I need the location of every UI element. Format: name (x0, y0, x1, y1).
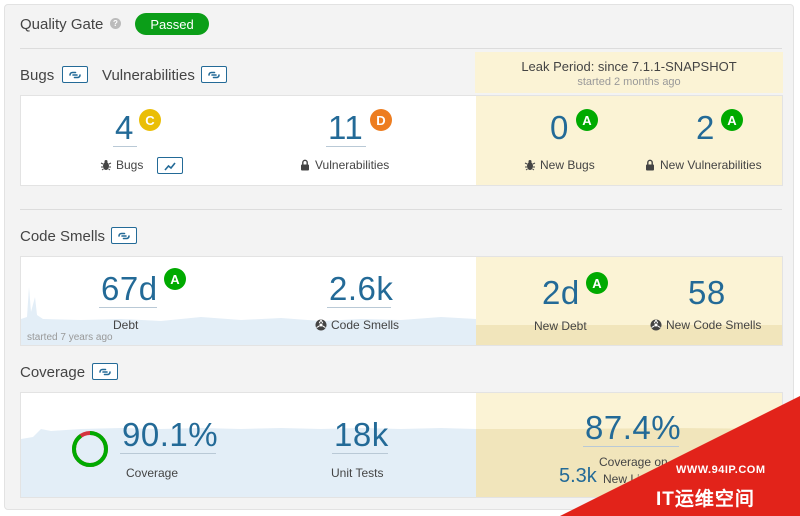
bugs-section-title: Bugs (20, 67, 55, 84)
debt-rating-badge[interactable]: A (164, 268, 186, 290)
code-smells-value[interactable]: 2.6k (329, 270, 394, 307)
leak-period-header: Leak Period: since 7.1.1-SNAPSHOT starte… (475, 52, 783, 93)
vulnerabilities-section-title: Vulnerabilities (102, 67, 195, 84)
lock-icon (646, 159, 654, 171)
overview-frame: Quality Gate ? Passed Bugs Vulnerabiliti… (4, 4, 794, 510)
coverage-history-area (21, 428, 476, 497)
watermark-ribbon (560, 396, 800, 516)
coverage-donut-chart[interactable] (70, 429, 110, 469)
value-underline (99, 307, 157, 308)
new-coverage-value[interactable]: 87.4% (585, 409, 682, 446)
coverage-donut-covered (72, 431, 108, 467)
value-underline (113, 146, 137, 147)
debt-value[interactable]: 67d (101, 270, 158, 307)
coverage-label: Coverage (126, 466, 179, 480)
vulnerabilities-value[interactable]: 11 (328, 109, 364, 146)
bugs-chart-icon[interactable] (157, 157, 183, 174)
bug-icon (100, 160, 112, 171)
bugs-vulnerabilities-panel: 4 C Bugs 11 D Vulnerabilities 0 A New Bu… (20, 95, 783, 186)
code-smell-icon (315, 319, 327, 331)
watermark-url: WWW.94IP.COM (676, 464, 766, 476)
new-bugs-value[interactable]: 0 (550, 109, 569, 146)
new-vulnerabilities-rating-badge[interactable]: A (721, 109, 743, 131)
vulnerabilities-link-icon[interactable] (201, 66, 227, 83)
new-bugs-label: New Bugs (540, 158, 595, 172)
debt-history-started: started 7 years ago (27, 332, 113, 343)
bugs-label-row: Bugs (100, 158, 143, 172)
debt-label: Debt (113, 318, 139, 332)
unit-tests-value[interactable]: 18k (334, 416, 389, 453)
new-vulnerabilities-label: New Vulnerabilities (660, 158, 762, 172)
new-code-smells-label: New Code Smells (666, 318, 762, 332)
debt-history-area (21, 287, 476, 345)
leak-period-started: started 2 months ago (577, 76, 681, 88)
divider (20, 48, 782, 49)
code-smells-label-row: Code Smells (315, 318, 399, 332)
bugs-value[interactable]: 4 (115, 109, 134, 146)
leak-period-title: Leak Period: since 7.1.1-SNAPSHOT (521, 59, 737, 74)
new-vulnerabilities-value[interactable]: 2 (696, 109, 715, 146)
quality-gate-status-badge: Passed (135, 13, 209, 35)
new-coverage-label: Coverage on (599, 455, 668, 469)
code-smell-icon (650, 319, 662, 331)
vulnerabilities-label-row: Vulnerabilities (299, 158, 389, 172)
coverage-value[interactable]: 90.1% (122, 416, 219, 453)
bugs-label: Bugs (116, 158, 144, 172)
watermark-brand: IT运维空间 (656, 489, 755, 510)
new-vulnerabilities-label-row: New Vulnerabilities (644, 158, 762, 172)
unit-tests-label: Unit Tests (331, 466, 384, 480)
new-debt-history-area (476, 325, 782, 345)
new-bugs-rating-badge[interactable]: A (576, 109, 598, 131)
value-underline (326, 146, 366, 147)
code-smells-link-icon[interactable] (111, 227, 137, 244)
bugs-rating-badge[interactable]: C (139, 109, 161, 131)
value-underline (583, 446, 679, 447)
value-underline (332, 453, 388, 454)
new-lines-value[interactable]: 5.3k (559, 465, 597, 487)
vulnerabilities-rating-badge[interactable]: D (370, 109, 392, 131)
code-smells-panel: 67d A Debt started 7 years ago 2.6k Code… (20, 256, 783, 346)
quality-gate-title: Quality Gate (20, 16, 104, 33)
new-debt-label: New Debt (534, 319, 587, 333)
new-debt-rating-badge[interactable]: A (586, 272, 608, 294)
value-underline (327, 307, 391, 308)
bug-icon (524, 160, 536, 171)
new-debt-value[interactable]: 2d (542, 274, 580, 311)
divider (20, 209, 782, 210)
watermark: WWW.94IP.COM IT运维空间 (560, 396, 800, 516)
new-bugs-label-row: New Bugs (524, 158, 595, 172)
coverage-section-title: Coverage (20, 364, 86, 381)
code-smells-section-title: Code Smells (20, 228, 106, 245)
code-smells-label: Code Smells (331, 318, 400, 332)
coverage-panel: 90.1% Coverage 18k Unit Tests 87.4% Cove… (20, 392, 783, 498)
new-code-smells-value[interactable]: 58 (688, 274, 726, 311)
coverage-link-icon[interactable] (92, 363, 118, 380)
vulnerabilities-label: Vulnerabilities (315, 158, 390, 172)
lock-icon (301, 159, 309, 171)
bugs-link-icon[interactable] (62, 66, 88, 83)
new-code-smells-label-row: New Code Smells (650, 318, 761, 332)
help-icon[interactable]: ? (110, 18, 121, 29)
value-underline (120, 453, 216, 454)
